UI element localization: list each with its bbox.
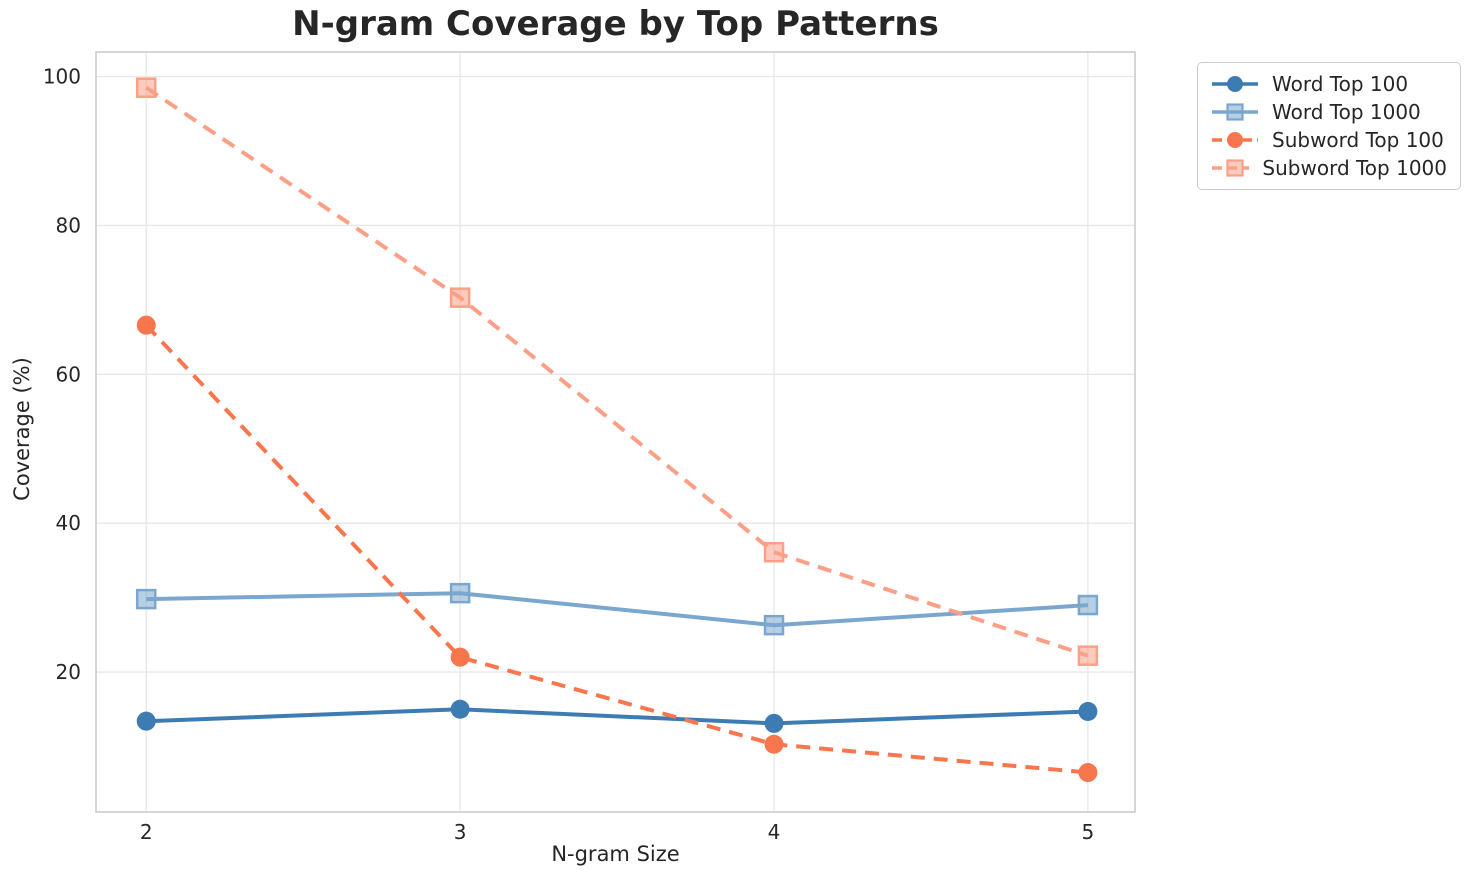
legend-item-subword-top-1000: Subword Top 1000 — [1211, 156, 1447, 180]
series-word-top-1000 — [135, 582, 1099, 636]
series-subword-top-100-marker — [136, 315, 156, 335]
grid — [96, 52, 1135, 812]
series-subword-top-100-line — [144, 323, 1089, 775]
series-word-top-1000-marker — [1077, 594, 1099, 616]
legend-item-subword-top-100: Subword Top 100 — [1211, 128, 1447, 152]
y-tick-label: 100 — [43, 65, 81, 89]
y-tick-label: 60 — [56, 362, 81, 386]
series-subword-top-1000-marker — [1077, 645, 1099, 666]
series-word-top-1000-line — [146, 591, 1089, 628]
legend-item-word-top-100: Word Top 100 — [1211, 72, 1447, 96]
series-subword-top-100-marker — [1078, 763, 1098, 783]
y-tick-labels: 20 40 60 80 100 — [43, 65, 81, 684]
series-subword-top-100-marker — [450, 647, 470, 667]
y-tick-label: 80 — [56, 213, 81, 237]
x-tick-label: 2 — [140, 820, 153, 844]
legend-square-marker-icon — [1226, 159, 1244, 177]
legend-label: Word Top 1000 — [1272, 100, 1421, 124]
legend-marker-sample — [1212, 132, 1258, 148]
series-word-top-1000-marker — [763, 614, 785, 636]
series-word-top-100-line — [146, 707, 1088, 726]
series-word-top-100-marker — [136, 711, 156, 731]
series-subword-top-1000-marker — [763, 541, 785, 563]
x-axis-label: N-gram Size — [551, 842, 680, 866]
legend-box: Word Top 100 Word Top 1000 Subword Top 100… — [1197, 62, 1461, 190]
legend-circle-marker-icon — [1227, 132, 1243, 148]
legend-marker-sample — [1212, 76, 1258, 92]
legend-marker-sample — [1212, 103, 1258, 121]
x-tick-label: 5 — [1082, 820, 1095, 844]
y-axis-label: Coverage (%) — [10, 357, 34, 501]
x-tick-label: 4 — [768, 820, 781, 844]
series-subword-top-1000-line — [145, 86, 1089, 658]
x-tick-label: 3 — [454, 820, 467, 844]
series-word-top-100-marker — [764, 713, 784, 733]
series-word-top-100-marker — [1078, 702, 1098, 722]
legend-label: Subword Top 1000 — [1262, 156, 1447, 180]
series-subword-top-1000-marker — [449, 287, 471, 308]
plot-spines — [95, 51, 1136, 813]
legend-circle-marker-icon — [1227, 76, 1243, 92]
series-word-top-1000-marker — [449, 582, 471, 604]
legend-label: Word Top 100 — [1272, 72, 1409, 96]
legend-label: Subword Top 100 — [1272, 128, 1444, 152]
series-word-top-1000-marker — [135, 588, 157, 610]
y-tick-label: 20 — [56, 660, 81, 684]
series-word-top-100-marker — [450, 699, 470, 719]
legend-square-marker-icon — [1226, 103, 1244, 121]
series-subword-top-100 — [136, 315, 1098, 783]
y-tick-label: 40 — [56, 511, 81, 535]
series-subword-top-100-marker — [764, 734, 784, 754]
series-subword-top-1000 — [135, 77, 1099, 666]
series-word-top-100 — [136, 699, 1098, 733]
series-subword-top-1000-marker — [135, 77, 157, 98]
chart-title: N-gram Coverage by Top Patterns — [292, 4, 939, 44]
legend-item-word-top-1000: Word Top 1000 — [1211, 100, 1447, 124]
legend-marker-sample — [1212, 159, 1250, 177]
x-tick-labels: 2 3 4 5 — [140, 820, 1094, 844]
